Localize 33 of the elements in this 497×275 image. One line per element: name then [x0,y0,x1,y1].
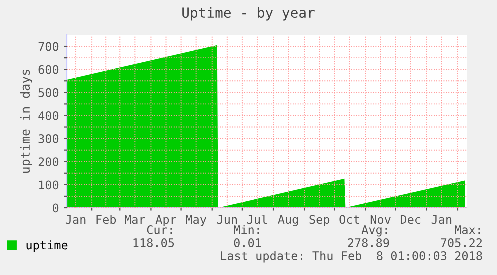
legend-label: uptime [26,240,68,252]
x-tick-label: Jan [66,215,86,224]
y-tick-label: 0 [53,204,59,213]
text: Min: [234,225,260,234]
text: 278.89 [348,238,390,248]
x-tick-label: Feb [96,215,116,224]
x-tick-label: Jan [432,215,452,224]
text: Avg: [362,226,388,237]
y-tick-label: 600 [38,65,59,74]
text: Cur: [147,226,172,234]
x-tick-label: May [186,215,207,226]
y-tick-label: 300 [38,134,59,144]
y-tick-label: 400 [38,111,59,120]
text: 705.22 [441,238,482,248]
x-tick-label: Jul [247,214,267,224]
y-tick-label: 700 [38,42,59,52]
x-tick-label: Oct [340,215,360,224]
x-tick-label: Aug [278,215,298,226]
y-tick-label: 200 [38,158,59,167]
x-tick-label: Sep [310,215,330,226]
y-axis-title: uptime in days [20,70,32,173]
x-tick-label: Apr [156,215,176,226]
x-tick-label: Dec [400,215,421,224]
x-tick-label: Mar [125,215,146,224]
x-tick-label: Nov [370,215,391,224]
chart-title: Uptime - by year [182,7,315,21]
y-tick-label: 500 [38,88,59,98]
x-tick-label: Jun [217,215,238,224]
y-tick-label: 100 [39,180,59,190]
text: 118.05 [134,238,174,248]
text: Max: [455,226,480,234]
text: Last update: Thu Feb 8 01:00:03 2018 [221,251,482,263]
text: 0.01 [234,238,262,248]
